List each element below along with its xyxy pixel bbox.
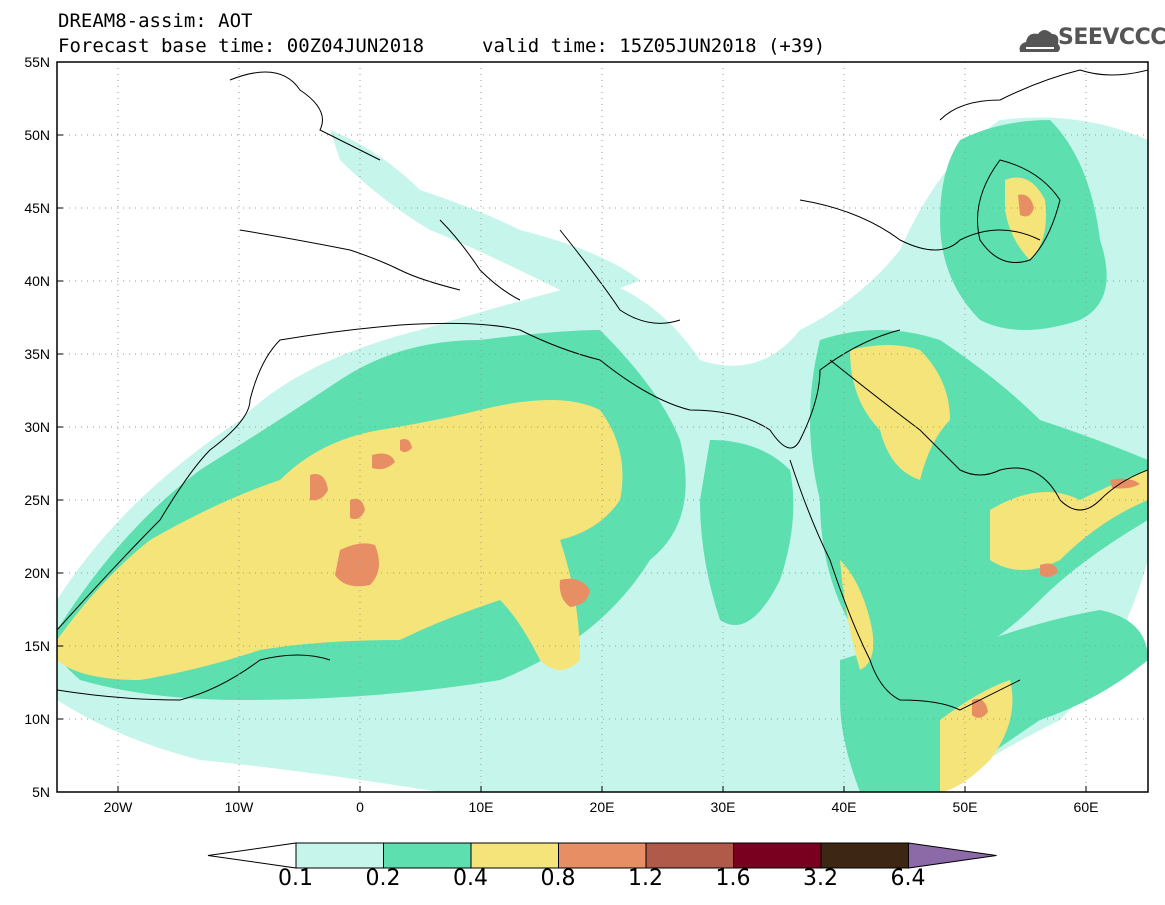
x-tick-label: 40E — [832, 799, 857, 815]
colorbar-low-extend — [207, 842, 297, 869]
colorbar-label: 1.2 — [628, 866, 663, 891]
colorbar-swatch — [470, 842, 559, 869]
x-tick-label: 20W — [104, 799, 134, 815]
colorbar-label: 0.4 — [453, 866, 488, 891]
colorbar — [207, 842, 997, 869]
y-tick-label: 50N — [24, 127, 50, 143]
map-title: DREAM8-assim: AOT — [58, 10, 253, 32]
colorbar-high-extend — [908, 842, 997, 869]
y-axis-ticks: 55N 50N 45N 40N 35N 30N 25N 20N 15N 10N 5N — [24, 54, 63, 800]
x-axis-ticks: 20W 10W 0 10E 20E 30E 40E 50E 60E — [104, 786, 1099, 815]
colorbar-swatch — [558, 842, 647, 869]
colorbar-label: 3.2 — [803, 866, 838, 891]
x-tick-label: 30E — [711, 799, 736, 815]
colorbar-label: 6.4 — [890, 866, 926, 891]
y-tick-label: 35N — [24, 346, 50, 362]
aot-shading — [57, 62, 1148, 792]
colorbar-swatch — [733, 842, 822, 869]
colorbar-swatch — [820, 842, 909, 869]
x-tick-label: 60E — [1074, 799, 1099, 815]
y-tick-label: 55N — [24, 54, 50, 70]
colorbar-label: 0.1 — [278, 866, 313, 891]
y-tick-label: 20N — [24, 565, 50, 581]
y-tick-label: 25N — [24, 492, 50, 508]
x-tick-label: 0 — [356, 799, 364, 815]
coastlines — [57, 69, 1148, 711]
colorbar-swatch — [645, 842, 734, 869]
colorbar-swatch — [383, 842, 472, 869]
valid-time: valid time: 15Z05JUN2018 (+39) — [482, 35, 826, 57]
cloud-logo-icon — [1019, 30, 1060, 52]
x-tick-label: 10W — [225, 799, 255, 815]
colorbar-label: 0.8 — [540, 866, 576, 891]
x-tick-label: 50E — [953, 799, 978, 815]
y-tick-label: 10N — [24, 711, 50, 727]
colorbar-label: 1.6 — [715, 866, 751, 891]
logo-text: SEEVCCC — [1058, 25, 1165, 50]
y-tick-label: 30N — [24, 419, 50, 435]
y-tick-label: 45N — [24, 200, 50, 216]
x-tick-label: 10E — [469, 799, 494, 815]
y-tick-label: 15N — [24, 638, 50, 654]
y-tick-label: 40N — [24, 273, 50, 289]
colorbar-label: 0.2 — [365, 866, 401, 891]
y-tick-label: 5N — [32, 784, 50, 800]
forecast-base-time: Forecast base time: 00Z04JUN2018 — [58, 35, 425, 57]
colorbar-swatch — [295, 842, 384, 869]
x-tick-label: 20E — [590, 799, 615, 815]
